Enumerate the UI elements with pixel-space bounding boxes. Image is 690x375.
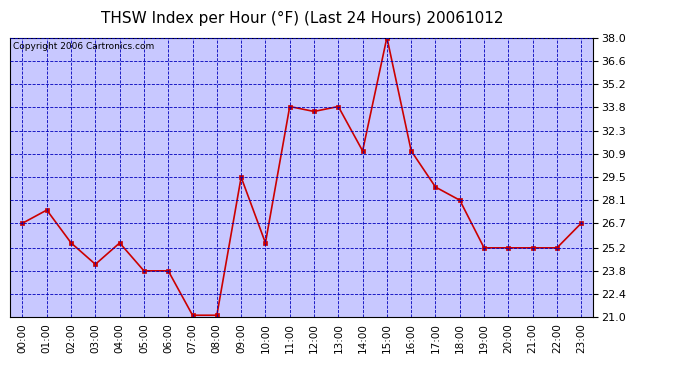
Text: THSW Index per Hour (°F) (Last 24 Hours) 20061012: THSW Index per Hour (°F) (Last 24 Hours)…: [101, 11, 503, 26]
Text: Copyright 2006 Cartronics.com: Copyright 2006 Cartronics.com: [13, 42, 155, 51]
